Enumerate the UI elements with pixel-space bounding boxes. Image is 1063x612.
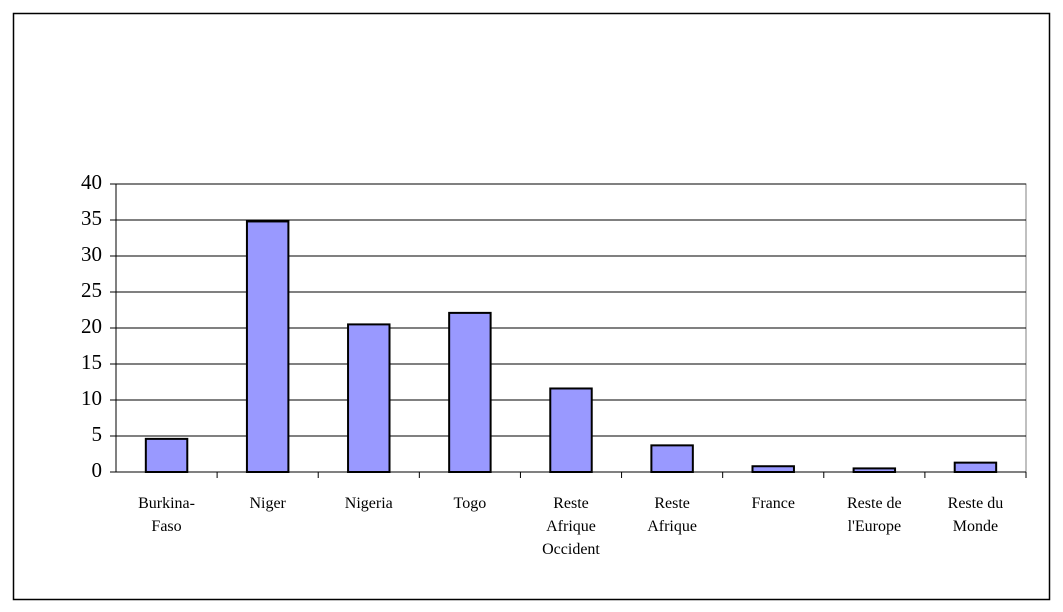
bar	[448, 311, 492, 473]
y-tick-label: 30	[81, 242, 102, 266]
bar	[852, 467, 897, 473]
x-tick-label: Reste Afrique	[647, 495, 697, 535]
y-tick-label: 5	[92, 422, 103, 446]
bar	[245, 220, 290, 473]
y-tick-label: 25	[81, 278, 102, 302]
x-tick-label: Nigeria	[344, 495, 393, 512]
x-tick-label: Niger	[249, 495, 286, 512]
bar	[751, 465, 795, 473]
bar	[144, 437, 189, 474]
bar	[650, 444, 694, 473]
x-tick-label: Burkina-Faso	[138, 495, 195, 535]
chart-frame	[12, 12, 1051, 601]
x-tick-label: France	[751, 495, 795, 512]
x-tick-label: Reste de l'Europe	[847, 495, 902, 535]
x-tick-label: Reste Afrique Occident	[542, 495, 600, 558]
bar	[953, 461, 998, 474]
y-tick-label: 0	[92, 458, 103, 482]
y-tick-label: 35	[81, 206, 102, 230]
bar	[549, 387, 593, 474]
x-tick-label: Togo	[453, 495, 487, 512]
y-tick-label: 10	[81, 386, 102, 410]
y-tick-label: 40	[81, 170, 102, 194]
bar	[347, 323, 391, 473]
x-tick-label: Reste du Monde	[947, 495, 1004, 535]
y-tick-label: 15	[81, 350, 102, 374]
y-tick-label: 20	[81, 314, 102, 338]
